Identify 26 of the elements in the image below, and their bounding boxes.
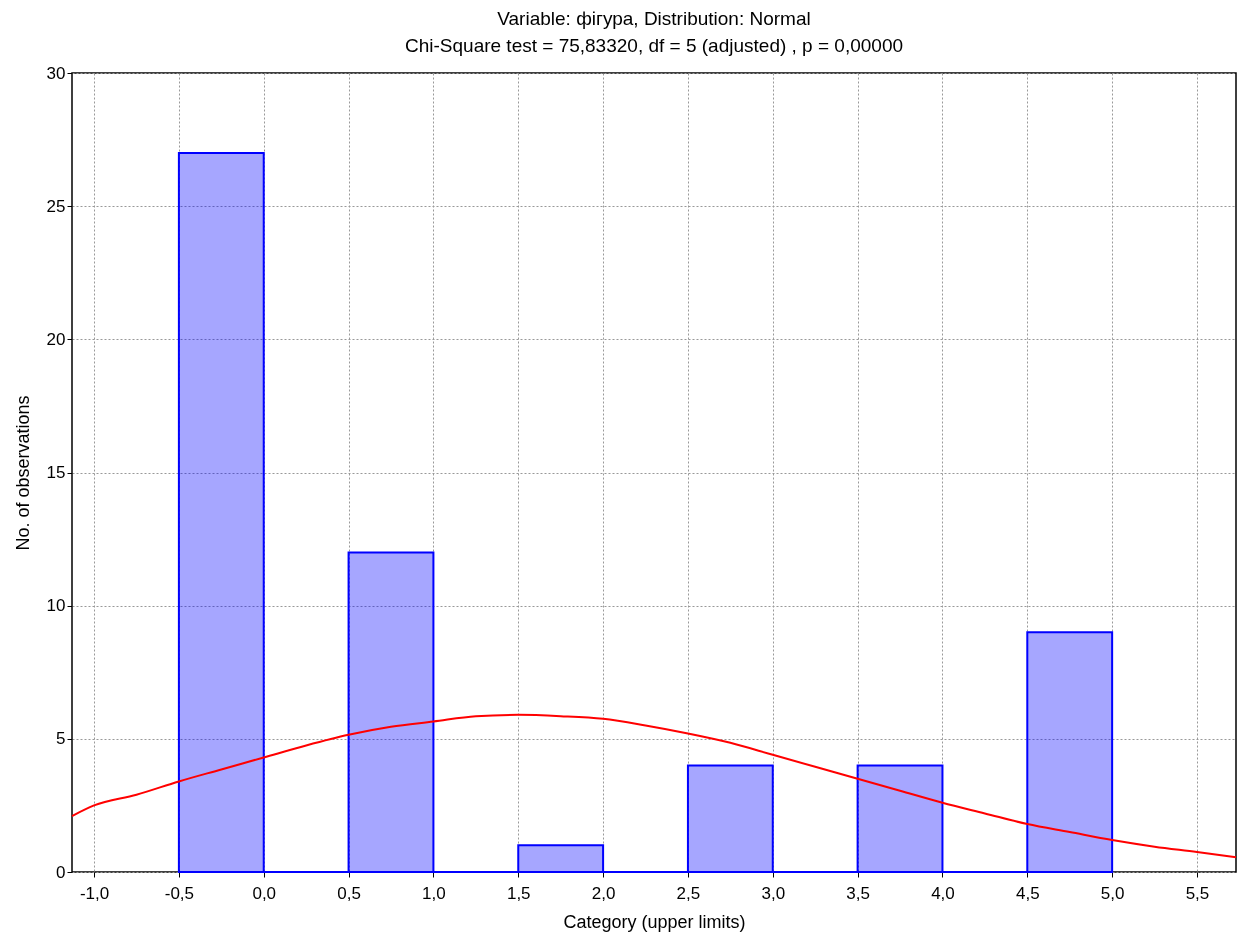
chart-subtitle: Chi-Square test = 75,83320, df = 5 (adjusted) , p = 0,00000	[404, 35, 904, 56]
x-tick-label: 4,5	[1015, 883, 1040, 903]
x-tick-label: 5,0	[1100, 883, 1125, 903]
x-tick-label: 2,0	[591, 883, 616, 903]
x-tick-label: -0,5	[164, 883, 195, 903]
x-tick-label: 0,0	[252, 883, 277, 903]
line-series	[71, 713, 1237, 859]
x-tick-label: 1,5	[506, 883, 531, 903]
y-tick-label: 20	[46, 329, 66, 349]
x-axis-title: Category (upper limits)	[563, 911, 746, 932]
x-tick-label: 0,5	[337, 883, 361, 903]
y-tick-label: 30	[46, 63, 66, 83]
y-axis-title: No. of observations	[12, 395, 33, 551]
x-tick-label: 3,0	[761, 883, 786, 903]
x-tick-label: 3,5	[846, 883, 870, 903]
x-tick-label: 4,0	[931, 883, 955, 903]
x-tick-label: 1,0	[422, 883, 446, 903]
y-tick-label: 5	[56, 729, 66, 749]
y-tick-label: 15	[46, 463, 66, 482]
y-tick-label: 10	[46, 596, 66, 616]
y-tick-label: 25	[46, 196, 66, 216]
y-tick-label: 0	[56, 862, 66, 882]
x-tick-label: 5,5	[1185, 883, 1210, 903]
x-tick-label: 2,5	[676, 883, 701, 903]
x-tick-label: -1,0	[79, 883, 110, 903]
chart-title: Variable: фігура, Distribution: Normal	[497, 8, 811, 29]
